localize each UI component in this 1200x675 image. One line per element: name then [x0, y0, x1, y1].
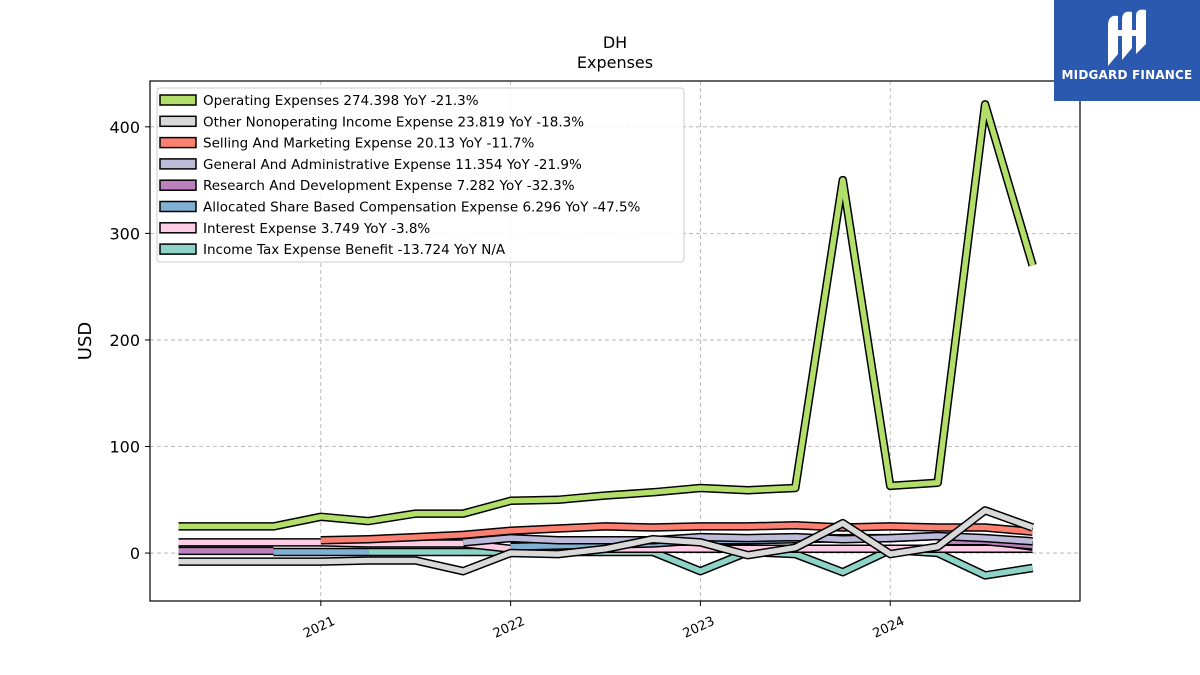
legend-item: Operating Expenses 274.398 YoY -21.3% [159, 93, 479, 109]
legend-item: General And Administrative Expense 11.35… [159, 157, 582, 173]
legend-label: Interest Expense 3.749 YoY -3.8% [203, 221, 430, 237]
logo-mark-icon [1108, 9, 1146, 66]
legend-swatch [159, 243, 197, 255]
legend-item: Allocated Share Based Compensation Expen… [159, 200, 641, 216]
legend-swatch [159, 158, 197, 170]
legend-label: Allocated Share Based Compensation Expen… [203, 200, 641, 216]
legend-label: Operating Expenses 274.398 YoY -21.3% [203, 93, 479, 109]
legend: Operating Expenses 274.398 YoY -21.3% Oth… [156, 87, 685, 263]
series-line [320, 521, 1033, 545]
y-tick-label: 100 [109, 437, 140, 456]
legend-item: Selling And Marketing Expense 20.13 YoY … [159, 136, 534, 152]
series-line-stroke [320, 522, 1033, 544]
axis-ticks: 0 100 200 300 400 2021 2022 2023 2024 [109, 118, 906, 642]
legend-swatch [159, 222, 197, 234]
series-line [178, 506, 1035, 576]
chart-title: DH [603, 33, 627, 52]
series-line-stroke [178, 507, 1034, 574]
y-axis-label: USD [75, 322, 96, 360]
legend-item: Interest Expense 3.749 YoY -3.8% [159, 221, 430, 237]
series-line [462, 531, 1033, 547]
legend-swatch [159, 136, 197, 149]
brand-logo-text: MIDGARD FINANCE [1061, 68, 1193, 82]
legend-swatch [159, 200, 197, 213]
series-line-stroke [178, 101, 1036, 530]
chart-subtitle: Expenses [577, 53, 653, 72]
x-tick-label: 2023 [681, 614, 717, 642]
series-line-stroke [462, 533, 1033, 546]
legend-label: Income Tax Expense Benefit -13.724 YoY N… [203, 242, 506, 258]
series-line [178, 100, 1037, 531]
legend-box [156, 87, 685, 263]
plot-frame [149, 80, 1081, 602]
legend-label: Research And Development Expense 7.282 Y… [203, 178, 575, 194]
y-tick-label: 300 [109, 224, 140, 243]
y-tick-label: 200 [109, 331, 140, 350]
legend-item: Research And Development Expense 7.282 Y… [159, 178, 575, 194]
legend-label: General And Administrative Expense 11.35… [203, 157, 582, 173]
legend-swatch [159, 115, 197, 128]
legend-item: Other Nonoperating Income Expense 23.819… [159, 114, 584, 130]
x-tick-label: 2024 [871, 614, 907, 642]
y-tick-label: 400 [109, 118, 140, 137]
y-tick-label: 0 [130, 544, 140, 563]
legend-label: Selling And Marketing Expense 20.13 YoY … [203, 136, 534, 152]
legend-swatch [159, 179, 197, 191]
x-tick-label: 2021 [301, 614, 337, 642]
x-tick-label: 2022 [491, 614, 527, 642]
series-lines [178, 100, 1037, 580]
legend-swatch [159, 94, 197, 106]
legend-label: Other Nonoperating Income Expense 23.819… [203, 114, 584, 130]
brand-logo: MIDGARD FINANCE [1054, 0, 1200, 101]
legend-item: Income Tax Expense Benefit -13.724 YoY N… [159, 242, 506, 258]
